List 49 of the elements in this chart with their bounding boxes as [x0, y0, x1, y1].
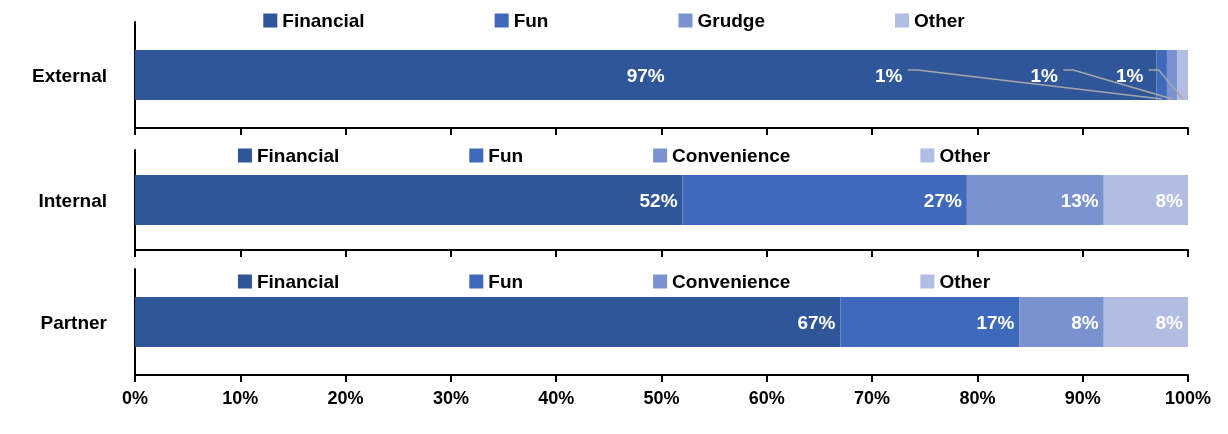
x-tick-label: 40%: [538, 388, 575, 408]
legend-label: Financial: [282, 10, 365, 31]
x-tick-label: 60%: [748, 388, 785, 408]
x-tick-label: 20%: [327, 388, 364, 408]
bar: [966, 175, 1104, 225]
legend-label: Other: [939, 271, 991, 292]
legend-label: Grudge: [697, 10, 766, 31]
data-label: 97%: [626, 64, 665, 86]
x-tick-label: 10%: [222, 388, 259, 408]
data-label: 67%: [797, 311, 836, 333]
legend-label: Fun: [513, 10, 549, 31]
data-label: 52%: [639, 189, 678, 211]
legend-label: Other: [939, 145, 991, 166]
data-label: 1%: [1030, 64, 1059, 86]
y-tick-label: Partner: [40, 311, 108, 333]
legend-label: Convenience: [672, 145, 791, 166]
legend-label: Fun: [488, 271, 524, 292]
legend-label: Fun: [488, 145, 524, 166]
x-tick-label: 50%: [643, 388, 680, 408]
bar: [135, 50, 1157, 100]
data-label: 27%: [923, 189, 962, 211]
bar: [1177, 50, 1188, 100]
data-label: 1%: [1116, 64, 1144, 86]
x-tick-label: 30%: [432, 388, 469, 408]
data-label: 1%: [874, 64, 903, 86]
legend-label: Other: [914, 10, 966, 31]
bar: [840, 297, 1020, 347]
y-tick-label: External: [32, 64, 107, 86]
data-label: 13%: [1060, 189, 1099, 211]
x-tick-label: 100%: [1164, 388, 1212, 408]
data-label: 8%: [1155, 311, 1184, 333]
x-tick-label: 70%: [854, 388, 891, 408]
legend-label: Financial: [256, 145, 340, 166]
bar: [1156, 50, 1167, 100]
bar: [135, 297, 841, 347]
legend-label: Financial: [256, 271, 340, 292]
bar: [1103, 297, 1188, 347]
y-tick-label: Internal: [38, 189, 107, 211]
x-tick-label: 0%: [121, 388, 149, 408]
x-tick-label: 80%: [959, 388, 996, 408]
legend-label: Convenience: [672, 271, 791, 292]
data-label: 17%: [976, 311, 1015, 333]
bar: [1103, 175, 1188, 225]
bar: [1019, 297, 1104, 347]
bar: [682, 175, 967, 225]
data-label: 8%: [1155, 189, 1184, 211]
x-tick-label: 90%: [1064, 388, 1101, 408]
bar: [135, 175, 683, 225]
data-label: 8%: [1071, 311, 1099, 333]
